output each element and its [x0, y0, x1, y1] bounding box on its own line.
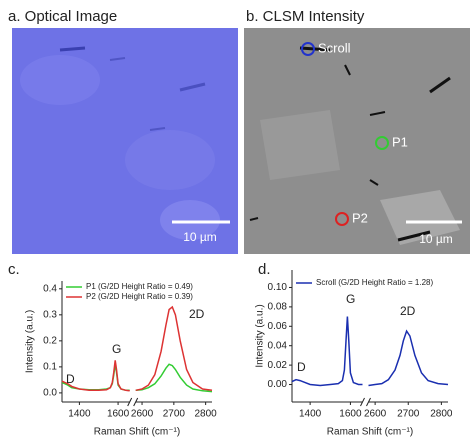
legend-label: P2 (G/2D Height Ratio = 0.39) — [86, 292, 193, 301]
y-tick-label: 0.06 — [268, 321, 288, 332]
y-tick-label: 0.0 — [43, 388, 57, 399]
x-tick-label: 1400 — [299, 409, 322, 420]
x-tick-label: 2800 — [195, 409, 218, 420]
legend-label: Scroll (G/2D Height Ratio = 1.28) — [316, 278, 433, 287]
panel-title: b. CLSM Intensity — [246, 8, 365, 25]
panel-title: a. Optical Image — [8, 8, 117, 25]
marker-label: Scroll — [318, 40, 351, 55]
spectrum-line — [135, 305, 213, 392]
y-axis-label: Intensity (a.u.) — [255, 304, 266, 367]
x-tick-label: 2700 — [397, 409, 420, 420]
x-axis-label: Raman Shift (cm⁻¹) — [94, 427, 180, 438]
y-tick-label: 0.00 — [268, 379, 288, 390]
y-tick-label: 0.04 — [268, 340, 288, 351]
y-tick-label: 0.10 — [268, 282, 288, 293]
peak-label: D — [66, 372, 75, 386]
y-tick-label: 0.2 — [43, 335, 57, 346]
peak-label: D — [297, 360, 306, 374]
scale-bar-label: 10 µm — [183, 230, 217, 244]
axis-break — [127, 397, 133, 407]
clsm-image — [244, 28, 470, 254]
marker-circle — [301, 42, 315, 56]
peak-label: 2D — [189, 307, 205, 321]
y-tick-label: 0.08 — [268, 302, 288, 313]
axis-break — [366, 397, 371, 407]
y-tick-label: 0.4 — [43, 283, 57, 294]
x-tick-label: 2800 — [430, 409, 453, 420]
x-tick-label: 2700 — [163, 409, 186, 420]
peak-label: 2D — [400, 304, 416, 318]
optical-image — [12, 28, 238, 254]
x-tick-label: 2600 — [364, 409, 387, 420]
x-tick-label: 1600 — [107, 409, 130, 420]
x-tick-label: 1600 — [339, 409, 362, 420]
x-tick-label: 2600 — [131, 409, 154, 420]
axis-break — [360, 397, 365, 407]
y-tick-label: 0.3 — [43, 309, 57, 320]
peak-label: G — [346, 292, 355, 306]
spectrum-line — [368, 329, 449, 387]
legend-label: P1 (G/2D Height Ratio = 0.49) — [86, 282, 193, 291]
axis-break — [133, 397, 139, 407]
x-axis-label: Raman Shift (cm⁻¹) — [327, 427, 413, 438]
scale-bar-label: 10 µm — [419, 232, 453, 246]
y-tick-label: 0.1 — [43, 362, 57, 373]
panel-label: c. — [8, 261, 20, 278]
spectrum-line — [61, 360, 130, 392]
marker-circle — [335, 212, 349, 226]
y-tick-label: 0.02 — [268, 360, 288, 371]
spectrum-line — [135, 363, 213, 393]
marker-label: P1 — [392, 134, 408, 149]
spectrum-line — [291, 316, 363, 387]
marker-label: P2 — [352, 210, 368, 225]
marker-circle — [375, 136, 389, 150]
x-tick-label: 1400 — [68, 409, 91, 420]
peak-label: G — [112, 342, 121, 356]
y-axis-label: Intensity (a.u.) — [25, 310, 36, 373]
panel-label: d. — [258, 261, 271, 278]
